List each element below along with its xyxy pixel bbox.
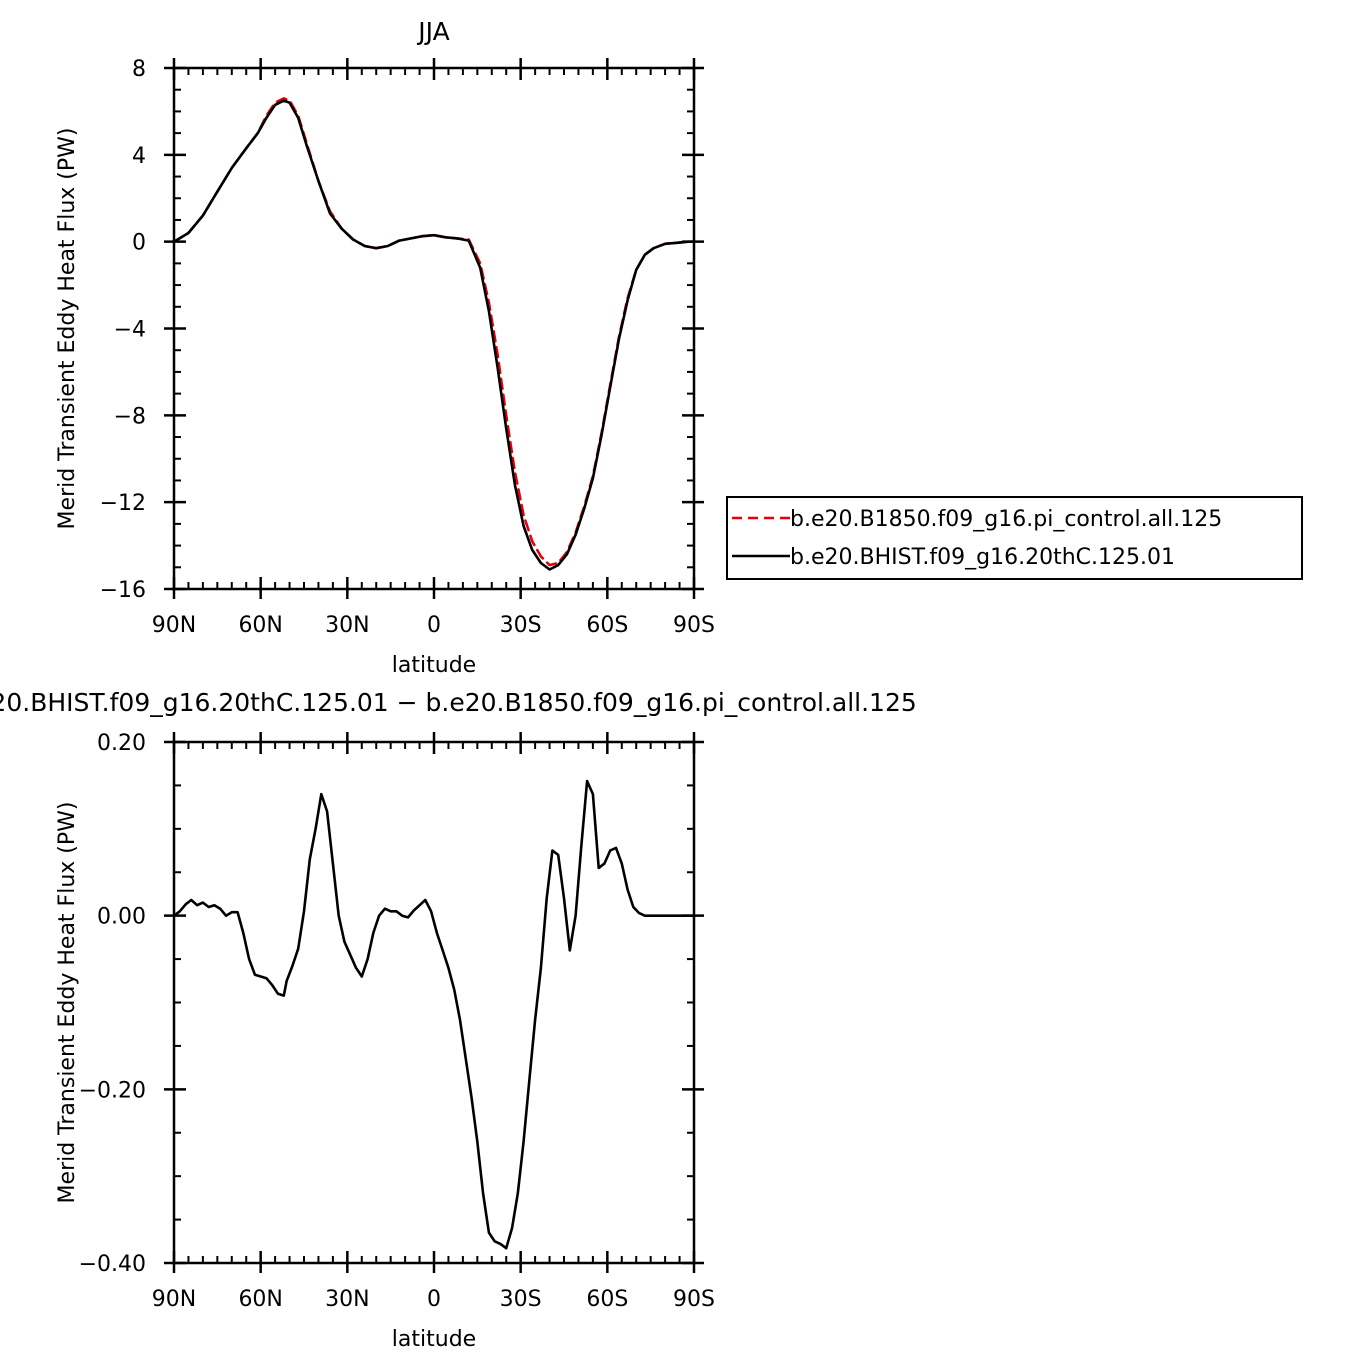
x-tick-label: 60S [586, 613, 628, 638]
x-tick-label: 60N [238, 613, 282, 638]
legend: b.e20.B1850.f09_g16.pi_control.all.125 b.… [726, 496, 1303, 580]
y-tick-label: 0.20 [97, 731, 146, 756]
chart-title: b.e20.BHIST.f09_g16.20thC.125.01 − b.e20… [0, 688, 917, 717]
top-panel: JJA 90N 60N 30N 0 30S 60S 90S 8 4 0 −4 −8 −12 −16 latit… [55, 17, 1303, 678]
series-line-1 [172, 99, 696, 571]
x-axis-label: latitude [392, 653, 476, 678]
y-tick-label: −0.20 [79, 1078, 146, 1103]
y-tick-label: −16 [100, 578, 146, 603]
legend-label-0: b.e20.B1850.f09_g16.pi_control.all.125 [790, 507, 1222, 532]
bottom-panel: b.e20.BHIST.f09_g16.20thC.125.01 − b.e20… [0, 688, 917, 1352]
y-axis-label: Merid Transient Eddy Heat Flux (PW) [55, 128, 80, 530]
series-line-0 [172, 97, 696, 567]
y-tick-label: −4 [114, 318, 146, 343]
x-tick-label: 30N [325, 1287, 369, 1312]
plot-frame [172, 740, 696, 1265]
y-tick-label: 8 [132, 57, 146, 82]
x-tick-label: 90S [673, 613, 715, 638]
x-tick-label: 90N [152, 1287, 196, 1312]
x-tick-label: 90S [673, 1287, 715, 1312]
y-tick-label: −12 [100, 491, 146, 516]
chart-title: JJA [416, 17, 449, 46]
y-tick-label: 4 [132, 144, 146, 169]
legend-box [726, 496, 1303, 580]
x-tick-label: 30S [500, 613, 542, 638]
y-tick-label: 0 [132, 231, 146, 256]
x-tick-label: 90N [152, 613, 196, 638]
x-axis-label: latitude [392, 1327, 476, 1352]
series-line-0 [172, 779, 696, 1250]
y-tick-label: −8 [114, 404, 146, 429]
x-tick-label: 60N [238, 1287, 282, 1312]
y-axis-label: Merid Transient Eddy Heat Flux (PW) [55, 802, 80, 1204]
x-tick-label: 30S [500, 1287, 542, 1312]
y-tick-label: −0.40 [79, 1252, 146, 1277]
y-tick-label: 0.00 [97, 905, 146, 930]
x-tick-label: 0 [427, 1287, 441, 1312]
legend-label-1: b.e20.BHIST.f09_g16.20thC.125.01 [790, 545, 1175, 570]
x-tick-label: 0 [427, 613, 441, 638]
plot-frame [172, 66, 696, 591]
x-tick-label: 30N [325, 613, 369, 638]
x-tick-label: 60S [586, 1287, 628, 1312]
